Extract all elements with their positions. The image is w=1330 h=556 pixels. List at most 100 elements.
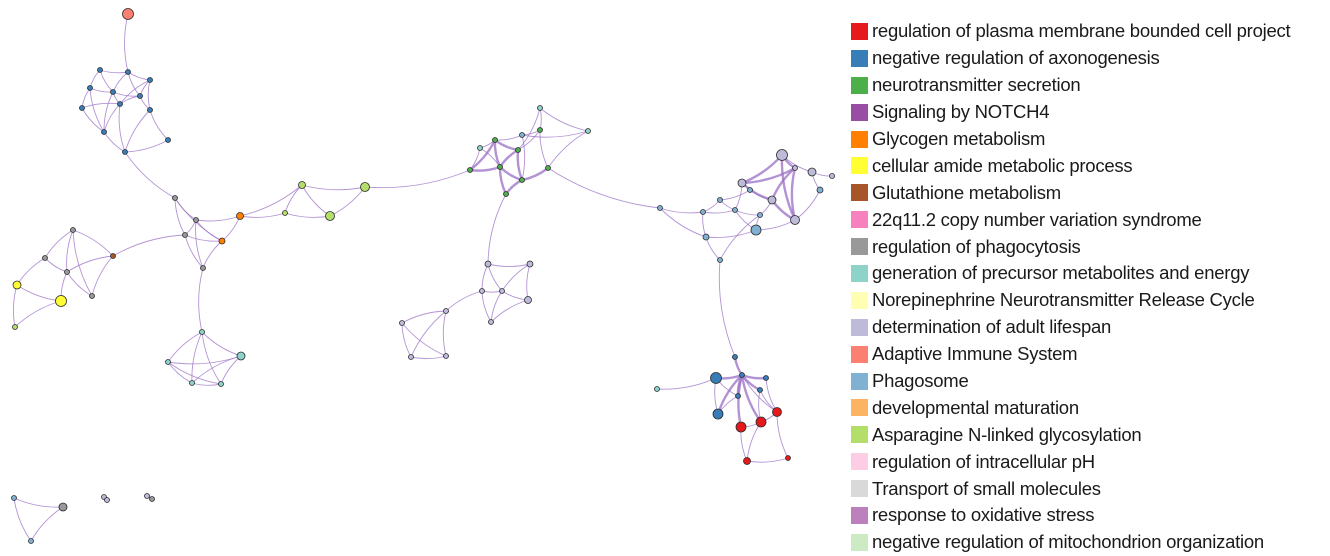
network-edge	[16, 257, 46, 286]
network-edge	[12, 284, 18, 328]
network-node	[42, 255, 48, 261]
network-edge	[198, 267, 204, 333]
network-node	[816, 186, 824, 194]
network-edge	[66, 229, 74, 273]
network-edge	[547, 167, 661, 209]
network-node	[172, 195, 178, 201]
network-edges	[12, 13, 833, 542]
network-node	[700, 209, 706, 215]
network-node	[125, 69, 131, 75]
network-node	[792, 165, 798, 171]
legend-swatch	[851, 345, 868, 363]
network-node	[200, 265, 206, 271]
network-node	[807, 167, 817, 177]
network-edge	[124, 151, 176, 199]
network-edge	[501, 290, 529, 301]
network-node	[443, 353, 449, 359]
network-node	[737, 178, 747, 188]
network-edge	[776, 411, 789, 459]
legend-item: Signaling by NOTCH4	[851, 99, 1290, 126]
network-edge	[103, 91, 114, 133]
network-edge	[184, 234, 204, 269]
legend-swatch	[851, 506, 868, 524]
network-edge	[239, 212, 286, 218]
network-node	[497, 164, 503, 170]
legend-label: Asparagine N-linked glycosylation	[872, 423, 1142, 445]
legend-item: Glutathione metabolism	[851, 179, 1290, 206]
legend-swatch	[851, 103, 868, 121]
legend-item: neurotransmitter secretion	[851, 72, 1290, 99]
network-edge	[487, 263, 503, 292]
network-node	[503, 191, 509, 197]
network-edge	[401, 322, 412, 358]
network-edge	[718, 259, 736, 358]
network-node	[443, 308, 449, 314]
network-node	[165, 359, 171, 365]
network-edge	[147, 79, 151, 111]
network-edge	[746, 421, 762, 462]
network-edge	[746, 457, 789, 463]
network-node	[488, 319, 494, 325]
network-node	[70, 227, 76, 233]
legend-item: 22q11.2 copy number variation syndrome	[851, 206, 1290, 233]
network-node	[193, 217, 199, 223]
network-edge	[481, 290, 503, 293]
legend-swatch	[851, 453, 868, 471]
network-edge	[702, 209, 736, 214]
network-node	[110, 253, 116, 259]
network-edge	[30, 506, 64, 542]
network-edge	[13, 497, 64, 508]
network-edge	[740, 374, 762, 423]
network-edge	[702, 199, 721, 213]
network-edge	[195, 215, 241, 222]
network-node	[654, 386, 660, 392]
network-node	[829, 173, 835, 179]
network-node	[750, 224, 762, 236]
network-edge	[487, 263, 531, 267]
network-edge	[89, 87, 105, 133]
network-edge	[284, 184, 303, 214]
network-edge	[539, 107, 589, 132]
network-node	[122, 149, 128, 155]
network-node	[144, 493, 150, 499]
network-edge	[469, 139, 497, 171]
network-edge	[167, 355, 242, 365]
legend-label: regulation of intracellular pH	[872, 450, 1095, 472]
network-node	[732, 207, 738, 213]
network-edge	[705, 229, 757, 238]
legend-item: regulation of intracellular pH	[851, 448, 1290, 475]
network-edge	[81, 102, 121, 109]
network-edge	[167, 331, 203, 363]
network-node	[199, 329, 205, 335]
network-edge	[539, 107, 542, 131]
network-edge	[16, 284, 62, 302]
network-node	[110, 89, 116, 95]
network-node	[712, 408, 724, 420]
network-node	[28, 538, 34, 544]
network-edge	[112, 234, 186, 257]
network-node	[101, 129, 107, 135]
network-edge	[239, 184, 303, 217]
network-node	[325, 211, 335, 221]
network-edge	[44, 229, 74, 259]
network-edge	[81, 87, 91, 109]
network-node	[58, 502, 68, 512]
network-node	[55, 295, 67, 307]
network-node	[735, 393, 741, 399]
network-node	[484, 260, 492, 268]
legend-label: negative regulation of axonogenesis	[872, 47, 1160, 69]
network-edge	[364, 169, 471, 189]
network-edge	[174, 197, 186, 236]
network-edge	[301, 184, 366, 191]
legend-swatch	[851, 211, 868, 229]
network-node	[79, 105, 85, 111]
legend-swatch	[851, 184, 868, 202]
network-node	[515, 147, 521, 153]
legend-item: response to oxidative stress	[851, 502, 1290, 529]
network-node	[218, 237, 226, 245]
network-node	[524, 296, 532, 304]
network-edge	[174, 197, 197, 221]
network-node	[499, 288, 505, 294]
network-edge	[13, 497, 32, 542]
network-node	[467, 167, 473, 173]
